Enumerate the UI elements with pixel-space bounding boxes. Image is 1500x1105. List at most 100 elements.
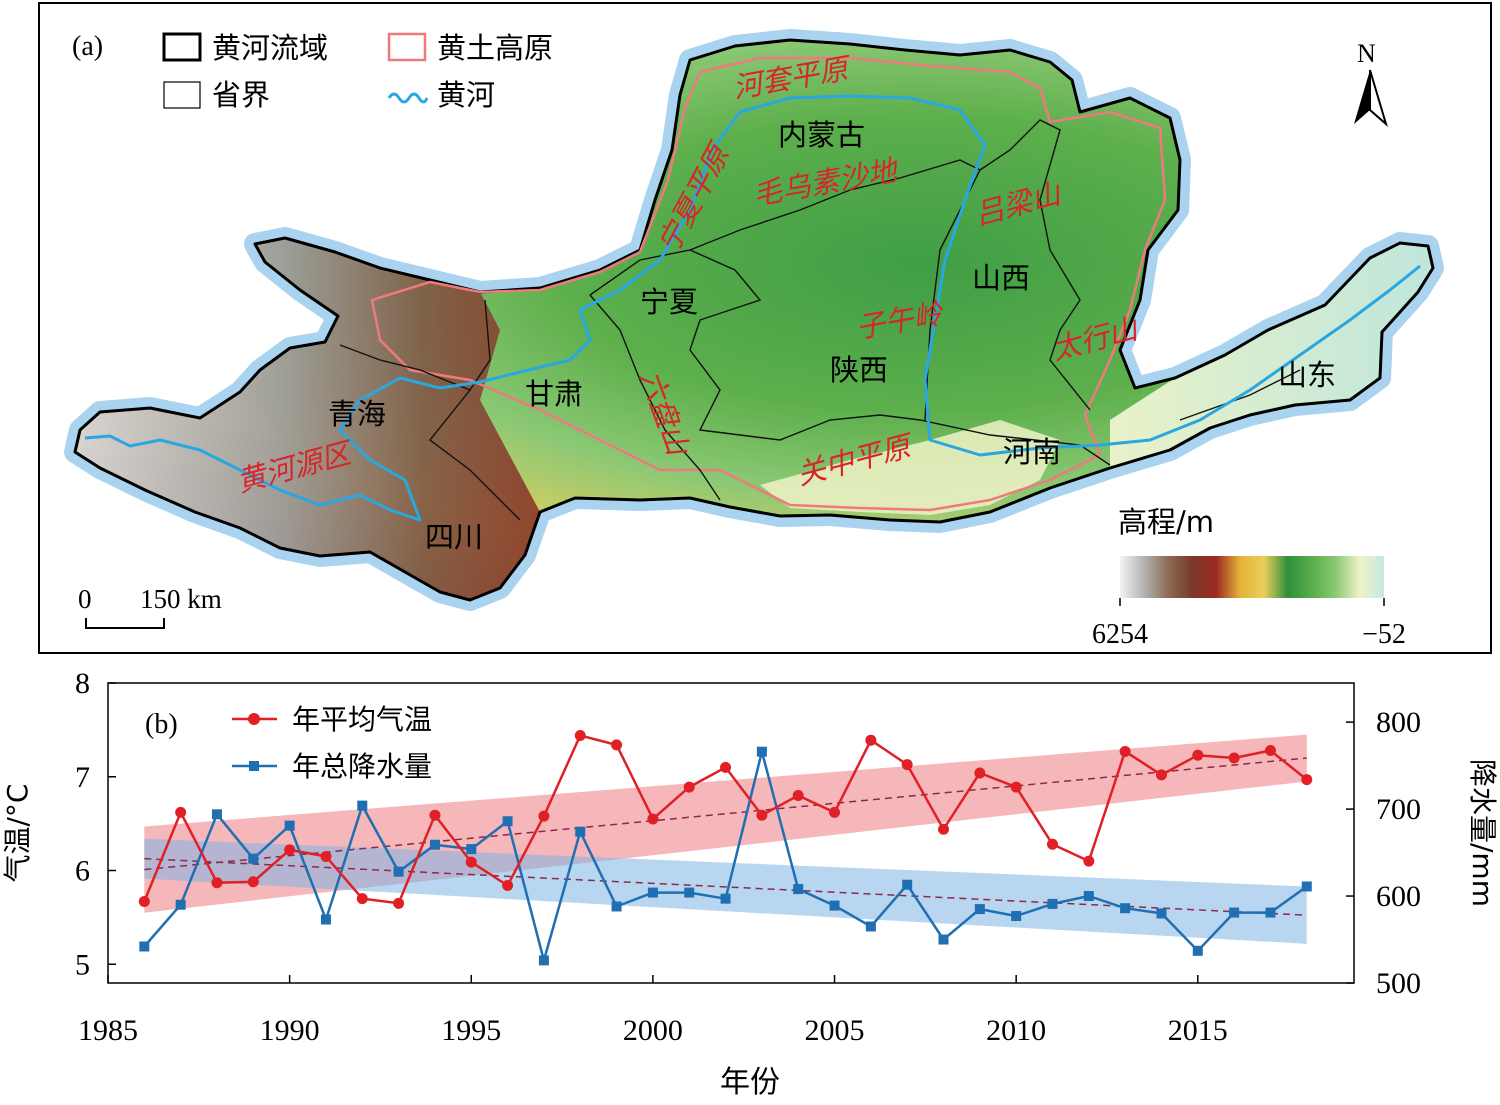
elevation-max: 6254 [1092, 619, 1148, 650]
province-label: 四川 [425, 520, 483, 554]
temp-point [720, 761, 732, 773]
province-label: 内蒙古 [778, 118, 865, 152]
temp-point [1301, 774, 1313, 786]
legend-label-basin: 黄河流域 [212, 31, 328, 65]
legend-label-loess: 黄土高原 [437, 31, 553, 65]
map-labels: (a) 黄河流域 黄土高原 省界 黄河 N 内蒙古 宁夏 甘肃 青海 陕西 山西… [72, 31, 1406, 650]
x-tick-label: 2010 [986, 1014, 1046, 1047]
x-tick-label: 2000 [623, 1014, 683, 1047]
temp-point [429, 809, 441, 821]
legend-label-temp: 年平均气温 [292, 703, 432, 736]
precip-point [720, 893, 731, 904]
legend-icon-province [163, 81, 201, 109]
precip-point [1120, 903, 1131, 914]
precip-trend-line [144, 857, 1307, 916]
legend-marker-precip [249, 761, 259, 771]
precip-point [429, 839, 440, 850]
y-tick-label-left: 5 [75, 948, 90, 981]
trend-lines [144, 757, 1307, 916]
legend-label-precip: 年总降水量 [292, 750, 432, 783]
temp-point [538, 810, 550, 822]
temp-point [938, 823, 950, 835]
x-tick-label: 1995 [441, 1014, 501, 1047]
temp-point [1155, 769, 1167, 781]
y-axis-label-right: 降水量/mm [1466, 759, 1499, 907]
temp-point [1119, 745, 1131, 757]
guanzhong-plain-fill [760, 420, 1060, 515]
x-tick-label: 1985 [78, 1014, 138, 1047]
precip-point [1047, 898, 1058, 909]
precip-point [502, 816, 513, 827]
east-plain [1110, 243, 1433, 468]
map-panel: (a) 黄河流域 黄土高原 省界 黄河 N 内蒙古 宁夏 甘肃 青海 陕西 山西… [38, 2, 1492, 654]
province-label: 陕西 [830, 353, 888, 387]
precip-point [357, 800, 368, 811]
temp-trend-line [144, 757, 1307, 871]
precip-point [829, 900, 840, 911]
north-label: N [1357, 39, 1376, 68]
precip-point [684, 887, 695, 898]
precip-point [793, 884, 804, 895]
precip-point [211, 809, 222, 820]
temp-point [393, 897, 405, 909]
province-label: 宁夏 [640, 285, 698, 319]
elevation-min: −52 [1362, 619, 1406, 650]
temp-point [320, 850, 332, 862]
province-label: 河南 [1003, 435, 1061, 469]
temp-point [175, 806, 187, 818]
province-label: 青海 [328, 397, 386, 431]
temp-point [1192, 749, 1204, 761]
precip-point [1229, 907, 1240, 918]
temp-point [1264, 745, 1276, 756]
temp-point [356, 893, 368, 905]
province-label: 山西 [972, 261, 1030, 295]
precip-point [393, 866, 404, 877]
temp-point [611, 739, 623, 751]
temp-point [1083, 855, 1095, 867]
precip-point [248, 853, 259, 864]
temp-point [502, 880, 514, 891]
precip-point [902, 879, 913, 890]
temp-point [138, 895, 150, 907]
temp-point [792, 790, 804, 801]
precip-point [575, 826, 586, 837]
precip-point [320, 914, 331, 925]
temp-point [683, 781, 695, 793]
temp-point [901, 759, 913, 771]
precip-point [538, 955, 549, 966]
precip-point [1083, 891, 1094, 902]
temp-point [647, 813, 659, 825]
precip-point [1301, 881, 1312, 892]
temp-point [1010, 781, 1022, 793]
temp-point [284, 844, 296, 856]
legend-label-river: 黄河 [437, 78, 495, 112]
province-label: 山东 [1278, 358, 1336, 392]
axes-layer: 1985 1990 1995 2000 2005 2010 2015 5 6 7 8 500 600 70… [75, 667, 1421, 1047]
province-label: 甘肃 [525, 377, 583, 411]
y-tick-label-left: 8 [75, 667, 90, 700]
temp-point [1228, 752, 1240, 764]
temp-point [1046, 838, 1058, 850]
precip-point [1011, 911, 1022, 922]
scale-dist: 150 km [140, 584, 222, 614]
legend-icon-basin [162, 32, 202, 62]
province-borders [339, 119, 1301, 521]
temp-point [756, 809, 768, 821]
elevation-title: 高程/m [1118, 505, 1214, 539]
scale-bar [85, 618, 165, 629]
x-axis-label: 年份 [720, 1065, 780, 1100]
chart-panel-label: (b) [145, 709, 178, 740]
precip-point [647, 887, 658, 898]
precip-point [938, 934, 949, 945]
y-tick-label-right: 600 [1376, 880, 1421, 913]
yellow-river [84, 94, 1421, 522]
temp-point [865, 734, 877, 746]
precip-point [175, 899, 186, 910]
legend-marker-temp [248, 713, 260, 725]
chart-panel: 1985 1990 1995 2000 2005 2010 2015 5 6 7 8 500 600 70… [1, 667, 1499, 1100]
precip-point [1156, 908, 1167, 919]
precip-point [756, 746, 767, 757]
y-tick-label-right: 700 [1376, 793, 1421, 826]
precip-point [974, 904, 985, 915]
legend-icon-loess [387, 32, 427, 62]
